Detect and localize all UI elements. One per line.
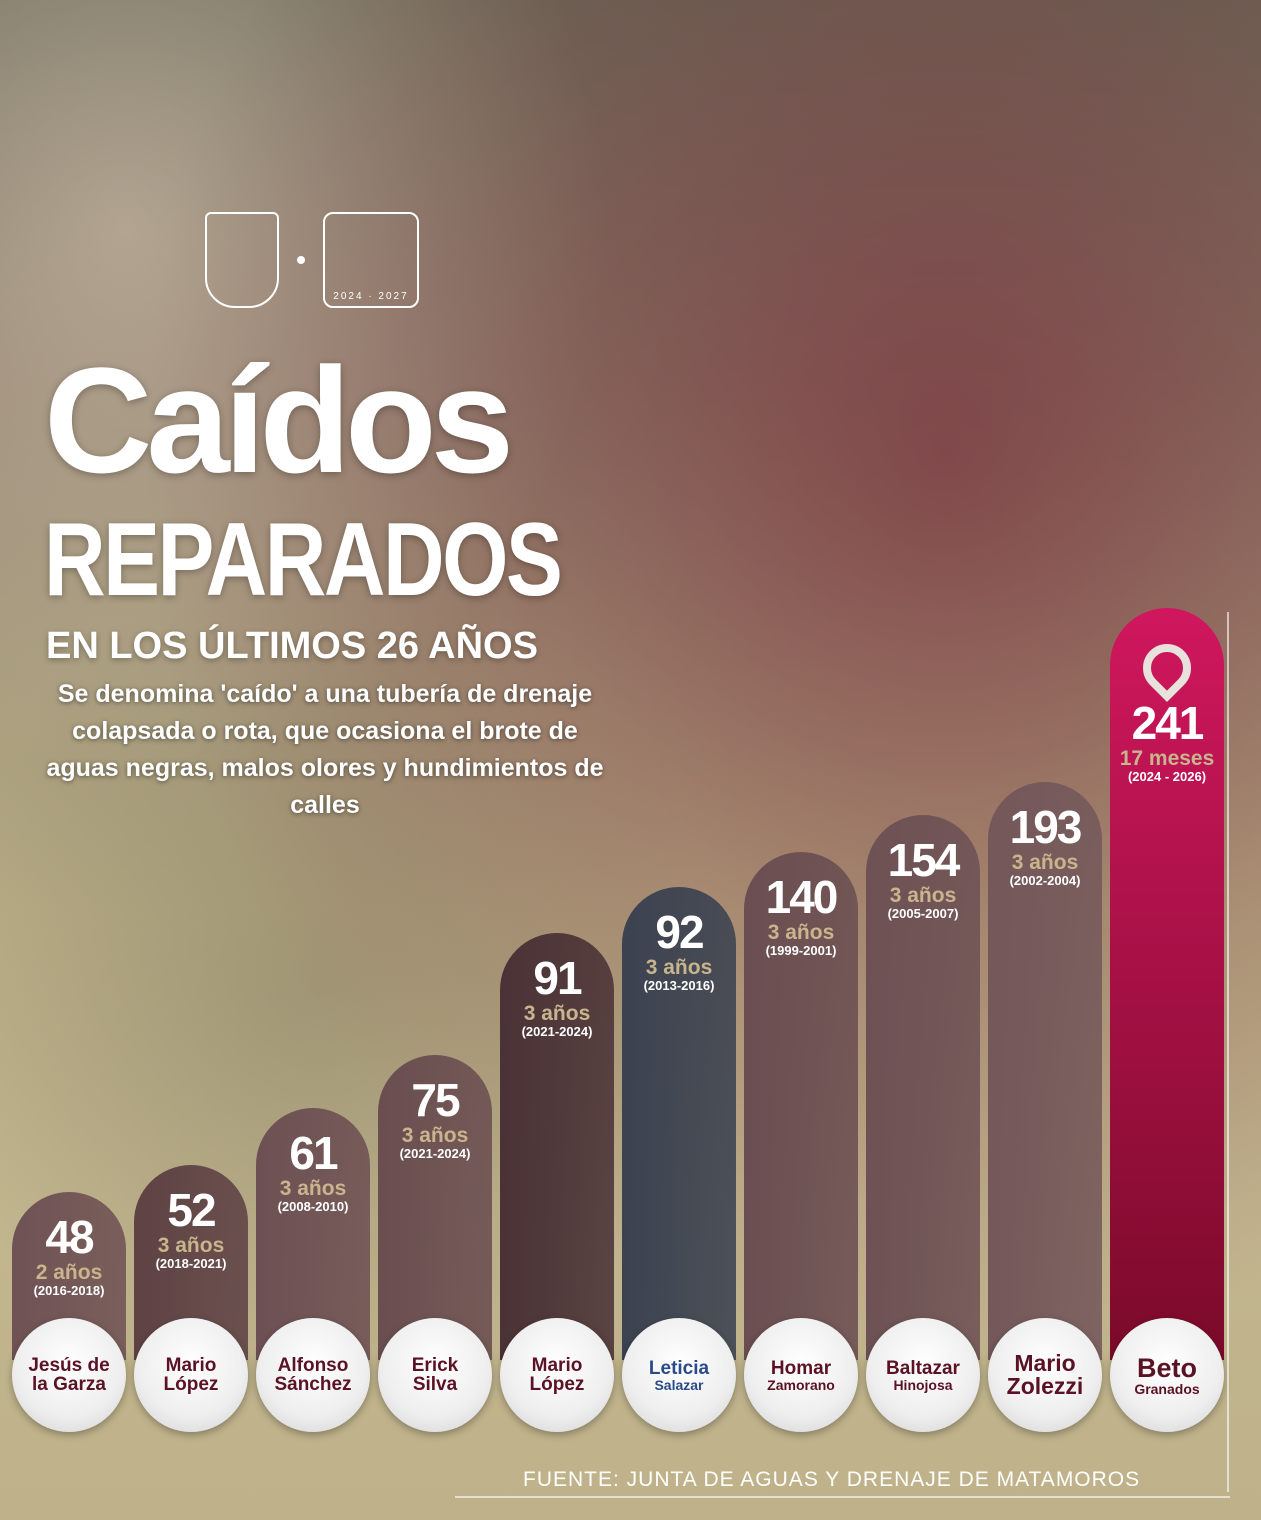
bar-value-label: 75 [411,1074,460,1126]
name-line: Mario [165,1355,217,1376]
bar-value-label: 61 [289,1127,338,1179]
bar-value-label: 52 [167,1184,216,1236]
name-line: Erick [411,1355,459,1376]
name-line: Baltazar [886,1357,960,1379]
bar-duration-label: 3 años [645,956,713,979]
bar-value-label: 48 [45,1211,94,1263]
bar-duration-label: 3 años [889,884,957,907]
bar-period-label: (2005-2007) [887,906,959,921]
bar-period-label: (2002-2004) [1009,873,1081,888]
name-badge: Beto Granados [1110,1318,1224,1432]
name-line: Silva [412,1374,458,1395]
divider-vertical [1227,612,1229,1492]
name-badge: Baltazar Hinojosa [866,1318,980,1432]
name-badge: Jesús de la Garza [12,1318,126,1432]
bar-period-label: (2021-2024) [399,1146,471,1161]
bar-duration-label: 3 años [523,1002,591,1025]
name-line: Zolezzi [1006,1373,1084,1399]
bar-period-label: (1999-2001) [765,943,837,958]
bar: 241 17 meses (2024 - 2026) [1110,608,1224,1360]
coat-of-arms-logo [205,212,279,308]
bar: 61 3 años (2008-2010) [256,1108,370,1360]
bar: 154 3 años (2005-2007) [866,815,980,1360]
bar-duration-label: 17 meses [1119,747,1215,770]
bar-duration-label: 3 años [767,921,835,944]
bar-period-label: (2013-2016) [643,978,715,993]
bar-duration-label: 3 años [401,1124,469,1147]
bar: 92 3 años (2013-2016) [622,887,736,1360]
bar-period-label: (2018-2021) [155,1256,227,1271]
government-logo: 2024 · 2027 [323,212,419,308]
bar-value-label: 154 [887,834,961,886]
bar-period-label: (2016-2018) [33,1283,105,1298]
name-badge: Erick Silva [378,1318,492,1432]
bar-period-label: (2024 - 2026) [1127,769,1207,784]
bar-period-label: (2008-2010) [277,1199,349,1214]
bar: 140 3 años (1999-2001) [744,852,858,1360]
bar: 193 3 años (2002-2004) [988,782,1102,1360]
bar-period-label: (2021-2024) [521,1024,593,1039]
name-badge: Mario López [134,1318,248,1432]
logos: 2024 · 2027 [205,212,419,308]
name-line: Homar [770,1357,832,1379]
name-badge: Alfonso Sánchez [256,1318,370,1432]
name-line: López [163,1374,219,1395]
name-line: Hinojosa [893,1376,953,1393]
separator-dot [297,256,305,264]
name-line: Alfonso [277,1355,349,1376]
description: Se denomina 'caído' a una tubería de dre… [46,680,604,819]
bar-value-label: 91 [533,952,582,1004]
bar: 91 3 años (2021-2024) [500,933,614,1360]
source-note: FUENTE: JUNTA DE AGUAS Y DRENAJE DE MATA… [523,1468,1141,1491]
bar-value-label: 193 [1009,801,1083,853]
title-line-3: EN LOS ÚLTIMOS 26 AÑOS [46,625,538,667]
title-line-1: Caídos [44,336,514,504]
name-line: Mario [531,1355,583,1376]
bar-value-label: 140 [765,871,839,923]
name-badge: Homar Zamorano [744,1318,858,1432]
name-line: Granados [1134,1380,1200,1397]
bar-duration-label: 3 años [279,1177,347,1200]
bar-duration-label: 3 años [157,1234,225,1257]
bar-value-label: 92 [655,906,704,958]
logo-years: 2024 · 2027 [333,291,409,302]
name-line: Beto [1137,1352,1197,1383]
name-line: Zamorano [767,1376,835,1393]
name-badge: Mario Zolezzi [988,1318,1102,1432]
name-line: López [529,1374,585,1395]
name-line: Salazar [654,1376,704,1393]
name-badge: Mario López [500,1318,614,1432]
bar: 75 3 años (2021-2024) [378,1055,492,1360]
name-badge: Leticia Salazar [622,1318,736,1432]
name-line: Jesús de [28,1355,110,1376]
bar-duration-label: 3 años [1011,851,1079,874]
name-line: Sánchez [274,1374,352,1395]
bar-duration-label: 2 años [35,1261,103,1284]
name-line: la Garza [32,1374,106,1395]
name-line: Leticia [648,1357,710,1379]
bar-value-label: 241 [1131,697,1205,749]
name-line: Mario [1014,1350,1076,1376]
divider-horizontal [455,1496,1230,1498]
title-line-2: REPARADOS [44,502,563,618]
location-pin-icon [1133,634,1201,702]
